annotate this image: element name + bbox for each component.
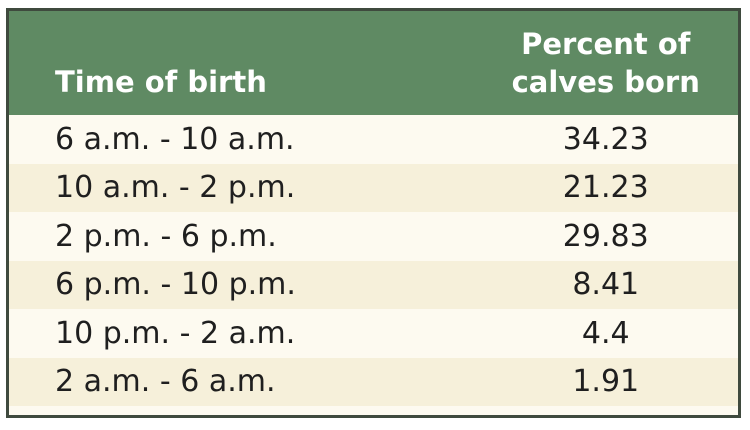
calf-birth-table: Time of birth Percent of calves born 6 a… [6,8,741,418]
cell-percent: 1.91 [572,364,640,400]
cell-time: 10 p.m. - 2 a.m. [55,315,296,351]
cell-percent: 21.23 [562,170,649,206]
header-row: Time of birth Percent of calves born [9,11,738,115]
header-percent-line2: calves born [511,65,700,99]
data-table: Time of birth Percent of calves born 6 a… [9,11,738,406]
table-row: 10 a.m. - 2 p.m. 21.23 [9,163,738,212]
cell-time: 2 p.m. - 6 p.m. [55,218,277,254]
cell-time: 10 a.m. - 2 p.m. [55,170,296,206]
cell-time: 2 a.m. - 6 a.m. [55,364,276,400]
header-percent-of-calves: Percent of calves born [374,11,739,115]
cell-percent: 4.4 [581,315,630,351]
table-row: 10 p.m. - 2 a.m. 4.4 [9,309,738,358]
cell-time: 6 p.m. - 10 p.m. [55,267,296,303]
cell-percent: 34.23 [562,121,649,157]
table-row: 2 p.m. - 6 p.m. 29.83 [9,212,738,261]
table-row: 2 a.m. - 6 a.m. 1.91 [9,357,738,406]
cell-percent: 29.83 [562,218,649,254]
cell-time: 6 a.m. - 10 a.m. [55,121,295,157]
table-header: Time of birth Percent of calves born [9,11,738,115]
table-row: 6 p.m. - 10 p.m. 8.41 [9,260,738,309]
cell-percent: 8.41 [572,267,640,303]
table-row: 6 a.m. - 10 a.m. 34.23 [9,115,738,164]
header-percent-line1: Percent of [521,27,691,61]
table-body: 6 a.m. - 10 a.m. 34.23 10 a.m. - 2 p.m. … [9,115,738,406]
header-time-of-birth: Time of birth [55,65,267,99]
